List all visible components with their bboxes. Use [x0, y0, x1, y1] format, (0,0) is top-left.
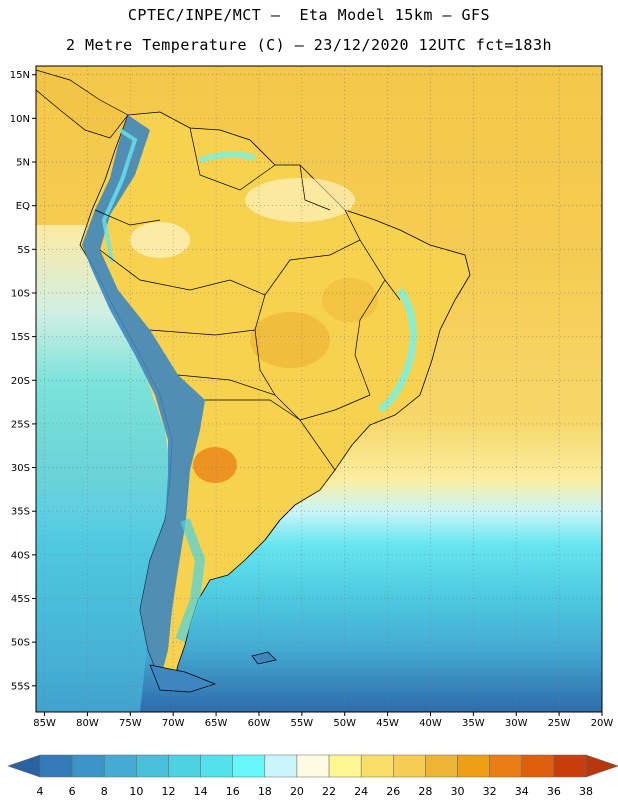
- colorbar: 4 6 8 10 12 14 16 18 20 22 24 26 28 30 32 34 36 38: [7, 754, 618, 798]
- lon-tick-label: 20W: [591, 718, 614, 729]
- colorbar-label: 20: [290, 785, 304, 798]
- colorbar-label: 18: [258, 785, 272, 798]
- colorbar-bin: [328, 754, 362, 778]
- colorbar-bin: [71, 754, 105, 778]
- lat-tick-label: 55S: [11, 681, 30, 692]
- lon-tick-label: 40W: [419, 718, 442, 729]
- colorbar-label: 28: [418, 785, 432, 798]
- colorbar-label: 16: [226, 785, 240, 798]
- colorbar-bin: [39, 754, 73, 778]
- lat-tick-label: 10N: [10, 114, 30, 125]
- lat-tick-label: 5N: [16, 158, 30, 169]
- chart-title: CPTEC/INPE/MCT – Eta Model 15km – GFS: [127, 6, 491, 24]
- lat-tick-label: 40S: [11, 550, 30, 561]
- lon-tick-label: 25W: [548, 718, 571, 729]
- colorbar-label: 24: [354, 785, 368, 798]
- lat-tick-label: 20S: [11, 376, 30, 387]
- colorbar-bin: [521, 754, 555, 778]
- lat-tick-label: 35S: [11, 507, 30, 518]
- lon-tick-label: 65W: [205, 718, 228, 729]
- colorbar-bin: [200, 754, 233, 778]
- colorbar-bin: [103, 754, 137, 778]
- lon-tick-label: 35W: [462, 718, 485, 729]
- colorbar-bin: [457, 754, 490, 778]
- lat-tick-label: 10S: [11, 288, 30, 299]
- lon-tick-label: 55W: [291, 718, 314, 729]
- colorbar-label: 36: [547, 785, 561, 798]
- lon-tick-label: 30W: [505, 718, 528, 729]
- colorbar-bin: [360, 754, 394, 778]
- country-borders: [94, 127, 401, 541]
- lon-tick-label: 45W: [376, 718, 399, 729]
- colorbar-bin: [232, 754, 266, 778]
- lon-tick-label: 80W: [76, 718, 99, 729]
- colorbar-label: 34: [515, 785, 529, 798]
- latitude-axis: 15N 10N 5N EQ 5S 10S 15S 20S 25S 30S 35S 40S 45S 50S 5…: [10, 70, 36, 692]
- guiana-cool-streak: [199, 151, 256, 163]
- lat-tick-label: 15S: [11, 332, 30, 343]
- lat-tick-label: 50S: [11, 638, 30, 649]
- lon-tick-label: 50W: [333, 718, 356, 729]
- lon-tick-label: 85W: [33, 718, 56, 729]
- highland-cool-streak: [377, 288, 417, 413]
- colorbar-label: 38: [579, 785, 593, 798]
- colorbar-label: 10: [129, 785, 143, 798]
- lat-tick-label: 15N: [10, 70, 30, 81]
- colorbar-over-arrow: [585, 754, 618, 778]
- colorbar-under-arrow: [7, 754, 41, 778]
- colorbar-bin: [553, 754, 587, 778]
- heat-patch-south: [193, 447, 237, 483]
- colorbar-label: 6: [69, 785, 76, 798]
- heat-patch-center: [250, 312, 330, 368]
- colorbar-label: 4: [37, 785, 44, 798]
- lat-tick-label: 25S: [11, 419, 30, 430]
- colorbar-label: 30: [451, 785, 465, 798]
- colorbar-bin: [264, 754, 298, 778]
- pale-patch-west: [130, 222, 190, 258]
- lon-tick-label: 70W: [162, 718, 185, 729]
- colorbar-bin: [136, 754, 169, 778]
- colorbar-label: 12: [161, 785, 175, 798]
- lat-tick-label: EQ: [16, 201, 30, 212]
- lon-tick-label: 75W: [119, 718, 142, 729]
- heat-patch-east: [322, 278, 378, 322]
- falkland-islands: [251, 651, 277, 665]
- colorbar-label: 32: [483, 785, 497, 798]
- chart-subtitle: 2 Metre Temperature (C) – 23/12/2020 12U…: [65, 36, 553, 54]
- colorbar-bin: [168, 754, 201, 778]
- pale-patch-amazon: [245, 178, 355, 222]
- colorbar-bin: [425, 754, 458, 778]
- lon-tick-label: 60W: [248, 718, 271, 729]
- colorbar-label: 26: [386, 785, 400, 798]
- longitude-axis: 85W 80W 75W 70W 65W 60W 55W 50W 45W 40W 35W 30W 25W 2…: [33, 712, 613, 729]
- colorbar-label: 22: [322, 785, 336, 798]
- lat-tick-label: 45S: [11, 594, 30, 605]
- tierra-del-fuego: [149, 664, 217, 693]
- map-frame: [35, 65, 603, 713]
- lat-tick-label: 30S: [11, 463, 30, 474]
- colorbar-bin: [489, 754, 523, 778]
- pacific-cool-zone: [36, 225, 175, 712]
- lat-tick-label: 5S: [17, 245, 30, 256]
- colorbar-bin: [393, 754, 426, 778]
- colorbar-label: 8: [101, 785, 108, 798]
- colorbar-bin: [296, 754, 330, 778]
- colorbar-label: 14: [194, 785, 208, 798]
- andes-cold-ridge: [82, 115, 205, 680]
